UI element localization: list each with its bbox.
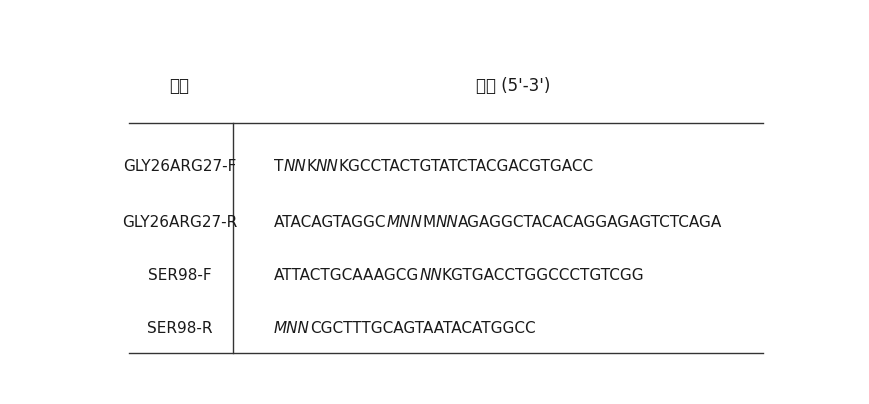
Text: ATTACTGCAAAGCG: ATTACTGCAAAGCG [274, 268, 419, 283]
Text: CGCTTTGCAGTAATACATGGCC: CGCTTTGCAGTAATACATGGCC [309, 321, 534, 336]
Text: GLY26ARG27-R: GLY26ARG27-R [122, 215, 237, 230]
Text: KGCCTACTGTATCTACGACGTGACC: KGCCTACTGTATCTACGACGTGACC [338, 159, 594, 174]
Text: T: T [274, 159, 283, 174]
Text: NN: NN [435, 215, 458, 230]
Text: SER98-R: SER98-R [147, 321, 212, 336]
Text: K: K [306, 159, 315, 174]
Text: KGTGACCTGGCCCTGTCGG: KGTGACCTGGCCCTGTCGG [441, 268, 644, 283]
Text: ATACAGTAGGC: ATACAGTAGGC [274, 215, 386, 230]
Text: AGAGGCTACACAGGAGAGTCTCAGA: AGAGGCTACACAGGAGAGTCTCAGA [458, 215, 721, 230]
Text: NN: NN [419, 268, 441, 283]
Text: M: M [421, 215, 435, 230]
Text: 引物: 引物 [169, 77, 189, 95]
Text: NN: NN [315, 159, 338, 174]
Text: GLY26ARG27-F: GLY26ARG27-F [123, 159, 236, 174]
Text: NN: NN [283, 159, 306, 174]
Text: 序列 (5'-3'): 序列 (5'-3') [475, 77, 550, 95]
Text: MNN: MNN [386, 215, 421, 230]
Text: MNN: MNN [274, 321, 309, 336]
Text: SER98-F: SER98-F [148, 268, 211, 283]
